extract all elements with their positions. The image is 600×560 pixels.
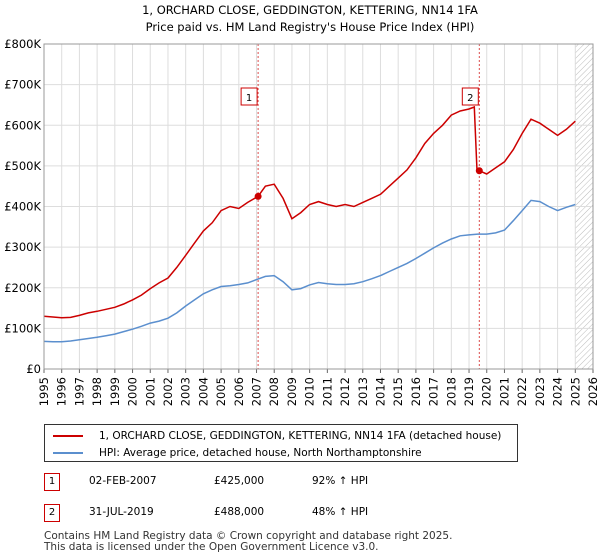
y-tick-label: £800K	[4, 37, 41, 51]
sale-hpi-change: 48% ↑ HPI	[312, 506, 369, 518]
legend-label-property: 1, ORCHARD CLOSE, GEDDINGTON, KETTERING,…	[99, 430, 502, 442]
x-tick-label: 2023	[533, 377, 547, 406]
footer-note: Contains HM Land Registry data © Crown c…	[44, 531, 452, 553]
x-tick-label: 2010	[303, 377, 317, 406]
sale-label-text: 2	[467, 93, 473, 104]
x-tick-label: 2013	[356, 377, 370, 406]
x-tick-label: 2025	[568, 377, 582, 406]
sale-label-text: 1	[246, 93, 252, 104]
sale-point	[254, 192, 262, 200]
x-tick-label: 2001	[143, 377, 157, 406]
x-tick-label: 2003	[179, 377, 193, 406]
x-tick-label: 2024	[551, 377, 565, 406]
x-tick-label: 2020	[480, 377, 494, 406]
x-tick-label: 2009	[285, 377, 299, 406]
hpi-series-line	[43, 199, 576, 343]
x-tick-label: 2015	[391, 377, 405, 406]
sale-label-box	[240, 87, 258, 106]
x-tick-label: 2007	[250, 377, 264, 406]
price-chart: 1, ORCHARD CLOSE, GEDDINGTON, KETTERING,…	[4, 3, 600, 406]
sale-price: £425,000	[214, 475, 265, 487]
x-tick-label: 2002	[161, 377, 175, 406]
x-tick-label: 2018	[444, 377, 458, 406]
y-tick-label: £400K	[4, 200, 41, 214]
x-tick-label: 1996	[55, 377, 69, 406]
x-tick-label: 1998	[90, 377, 104, 406]
footer-line-1: Contains HM Land Registry data © Crown c…	[44, 530, 453, 542]
x-tick-label: 2000	[126, 377, 140, 406]
sale-point	[475, 167, 483, 175]
x-tick-label: 2019	[462, 377, 476, 406]
legend-item-hpi: HPI: Average price, detached house, Nort…	[53, 445, 422, 461]
x-tick-label: 2005	[214, 377, 228, 406]
x-tick-label: 2004	[196, 377, 210, 406]
y-tick-label: £0	[26, 362, 41, 376]
legend-swatch-property	[53, 435, 83, 437]
plot-area: £0 £100K £200K £300K £400K £500K £600K £700K £80…	[4, 37, 600, 406]
x-tick-label: 2017	[427, 377, 441, 406]
plot-frame	[43, 43, 594, 370]
sale-hpi-change: 92% ↑ HPI	[312, 475, 369, 487]
legend: 1, ORCHARD CLOSE, GEDDINGTON, KETTERING,…	[44, 424, 518, 462]
x-tick-label: 1995	[37, 377, 51, 406]
x-tick-label: 1999	[108, 377, 122, 406]
x-tick-label: 2016	[409, 377, 423, 406]
x-tick-label: 2006	[232, 377, 246, 406]
x-tick-label: 2021	[497, 377, 511, 406]
legend-label-hpi: HPI: Average price, detached house, Nort…	[99, 447, 422, 459]
y-tick-label: £500K	[4, 159, 41, 173]
x-tick-label: 2011	[320, 377, 334, 406]
y-tick-label: £700K	[4, 78, 41, 92]
property-series-line	[43, 105, 576, 319]
legend-item-property: 1, ORCHARD CLOSE, GEDDINGTON, KETTERING,…	[53, 428, 501, 444]
y-tick-label: £600K	[4, 118, 41, 132]
x-tick-label: 2014	[373, 377, 387, 406]
x-tick-label: 2008	[267, 377, 281, 406]
y-tick-label: £200K	[4, 281, 41, 295]
sale-badge: 2	[44, 504, 60, 522]
y-tick-label: £300K	[4, 240, 41, 254]
y-tick-label: £100K	[4, 321, 41, 335]
x-tick-label: 1997	[72, 377, 86, 406]
table-row: 2 31-JUL-2019 £488,000 48% ↑ HPI	[44, 504, 404, 524]
sale-badge: 1	[44, 473, 60, 491]
x-tick-label: 2022	[515, 377, 529, 406]
chart-subtitle: Price paid vs. HM Land Registry's House …	[146, 20, 475, 34]
sale-date: 02-FEB-2007	[89, 475, 157, 487]
sale-price: £488,000	[214, 506, 265, 518]
sale-date: 31-JUL-2019	[89, 506, 154, 518]
sale-label-box	[461, 87, 479, 106]
x-tick-label: 2012	[338, 377, 352, 406]
legend-swatch-hpi	[53, 452, 83, 454]
x-tick-label: 2026	[586, 377, 600, 406]
footer-line-2: This data is licensed under the Open Gov…	[44, 541, 379, 553]
table-row: 1 02-FEB-2007 £425,000 92% ↑ HPI	[44, 473, 404, 493]
chart-title: 1, ORCHARD CLOSE, GEDDINGTON, KETTERING,…	[142, 3, 478, 17]
